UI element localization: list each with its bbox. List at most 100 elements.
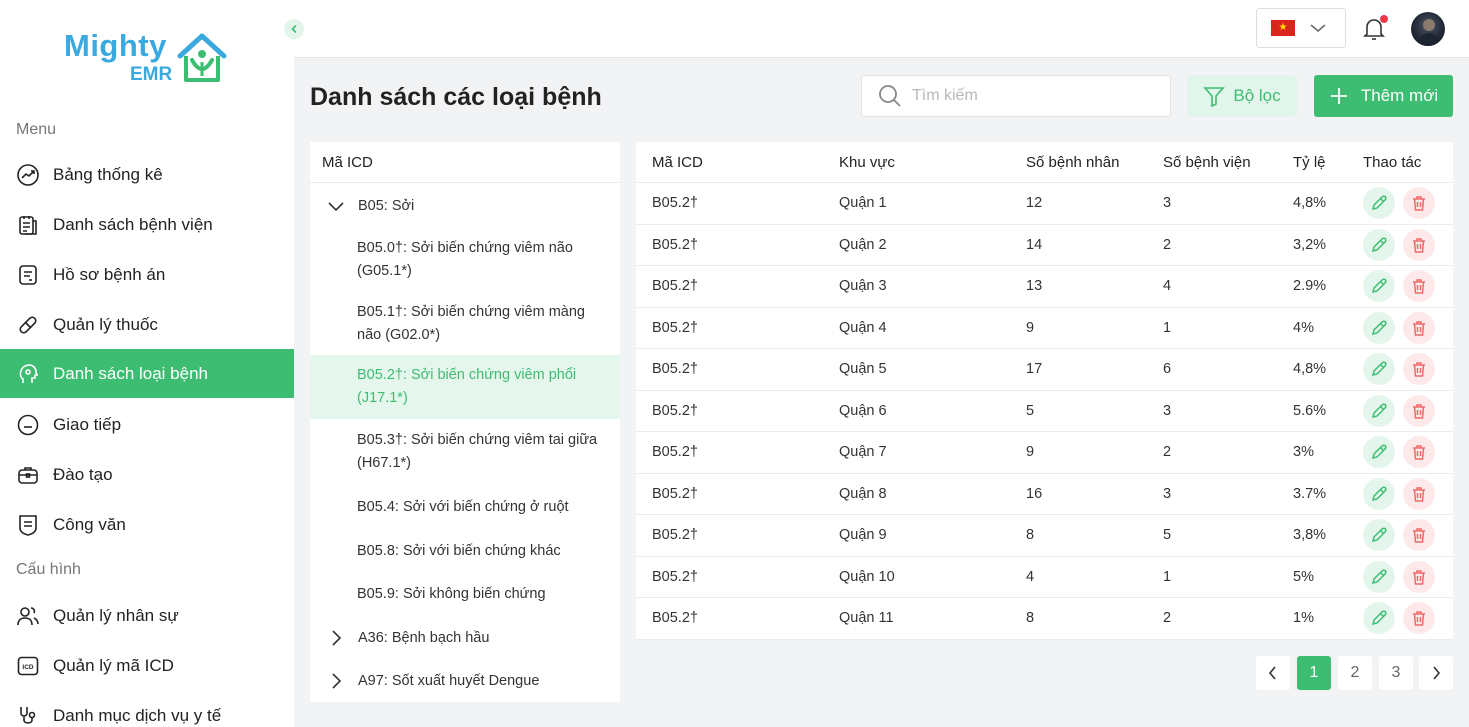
tree-node-b05-2[interactable]: B05.2†: Sởi biến chứng viêm phổi (J17.1*… (310, 355, 620, 419)
edit-button[interactable] (1363, 602, 1395, 635)
column-header[interactable]: Số bệnh nhân (1026, 153, 1120, 171)
chevron-down-icon[interactable] (326, 200, 346, 212)
edit-pencil-icon (1371, 486, 1387, 501)
user-avatar-icon[interactable] (1411, 12, 1445, 46)
page-button-2[interactable]: 2 (1338, 656, 1372, 690)
tree-node-a97[interactable]: A97: Sốt xuất huyết Dengue (310, 659, 620, 703)
edit-button[interactable] (1363, 270, 1395, 303)
delete-button[interactable] (1403, 560, 1435, 593)
edit-button[interactable] (1363, 187, 1395, 220)
tree-node-a36[interactable]: A36: Bệnh bạch hầu (310, 616, 620, 660)
prev-page-button[interactable] (1256, 656, 1290, 690)
edit-pencil-icon (1371, 610, 1387, 626)
nav-item-training[interactable]: Đào tạo (0, 451, 294, 499)
patient-count-cell: 14 (1026, 236, 1043, 253)
config-section-label: Cấu hình (16, 561, 81, 578)
delete-button[interactable] (1403, 477, 1435, 510)
nav-item-staff[interactable]: Quản lý nhân sự (0, 592, 294, 640)
nav-item-medical-services[interactable]: Danh mục dịch vụ y tế (0, 692, 294, 727)
column-header[interactable]: Mã ICD (652, 153, 703, 171)
rate-cell: 4% (1293, 319, 1314, 336)
nav-item-label: Bảng thống kê (53, 165, 163, 184)
row-actions (1363, 515, 1435, 556)
edit-button[interactable] (1363, 560, 1395, 593)
nav-item-label: Quản lý thuốc (53, 315, 158, 334)
edit-button[interactable] (1363, 394, 1395, 427)
next-page-button[interactable] (1419, 656, 1453, 690)
tree-node-b05-4[interactable]: B05.4: Sởi với biến chứng ở ruột (310, 485, 620, 529)
nav-item-label: Giao tiếp (53, 415, 122, 434)
tree-node-label: B05.3†: Sởi biến chứng viêm tai giữa (H6… (357, 432, 598, 471)
search-input[interactable] (912, 87, 1142, 105)
edit-button[interactable] (1363, 436, 1395, 469)
search-box[interactable] (861, 75, 1171, 117)
filter-button[interactable]: Bộ lọc (1187, 75, 1297, 117)
nav-item-communication[interactable]: Giao tiếp (0, 401, 294, 449)
row-actions (1363, 557, 1435, 598)
page-title: Danh sách các loại bệnh (310, 83, 602, 111)
patient-count-cell: 17 (1026, 361, 1043, 378)
patient-count-cell: 8 (1026, 527, 1035, 544)
search-icon (879, 85, 901, 107)
collapse-sidebar-button[interactable] (284, 19, 304, 39)
add-new-button[interactable]: Thêm mới (1314, 75, 1453, 117)
edit-button[interactable] (1363, 477, 1395, 510)
page-button-1[interactable]: 1 (1297, 656, 1331, 690)
edit-button[interactable] (1363, 353, 1395, 386)
nav-item-dashboard[interactable]: Bảng thống kê (0, 151, 294, 199)
delete-trash-icon (1413, 528, 1425, 543)
table-row: B05.2† Quận 5 17 6 4,8% (636, 349, 1453, 391)
row-actions (1363, 266, 1435, 307)
hospital-count-cell: 5 (1163, 527, 1172, 544)
tree-node-label: B05.4: Sởi với biến chứng ở ruột (357, 498, 569, 515)
vietnam-flag-icon: ★ (1271, 20, 1295, 36)
tree-node-b05-8[interactable]: B05.8: Sởi với biến chứng khác (310, 529, 620, 573)
tree-node-label: B05.0†: Sởi biến chứng viêm não (G05.1*) (357, 240, 573, 279)
chevron-right-icon[interactable] (326, 629, 346, 647)
delete-button[interactable] (1403, 519, 1435, 552)
delete-button[interactable] (1403, 353, 1435, 386)
nav-item-label: Danh mục dịch vụ y tế (53, 706, 222, 725)
tree-node-b05-0[interactable]: B05.0†: Sởi biến chứng viêm não (G05.1*) (310, 228, 620, 292)
icd-code-cell: B05.2† (652, 444, 698, 461)
column-header[interactable]: Tỷ lệ (1293, 153, 1326, 171)
delete-button[interactable] (1403, 602, 1435, 635)
icd-code-cell: B05.2† (652, 236, 698, 253)
edit-button[interactable] (1363, 519, 1395, 552)
icd-code-cell: B05.2† (652, 278, 698, 295)
tree-node-b05-9[interactable]: B05.9: Sởi không biến chứng (310, 572, 620, 616)
nav-item-medical-records[interactable]: Hồ sơ bệnh án (0, 251, 294, 299)
page-button-3[interactable]: 3 (1379, 656, 1413, 690)
icd-code-cell: B05.2† (652, 610, 698, 627)
nav-item-hospital-list[interactable]: Danh sách bệnh viện (0, 201, 294, 249)
column-header[interactable]: Khu vực (839, 153, 895, 171)
icd-code-cell: B05.2† (652, 361, 698, 378)
tree-node-b05-1[interactable]: B05.1†: Sởi biến chứng viêm màng não (G0… (310, 292, 620, 356)
chevron-right-icon[interactable] (326, 672, 346, 690)
delete-button[interactable] (1403, 270, 1435, 303)
nav-item-disease-list[interactable]: Danh sách loại bệnh (0, 349, 294, 398)
tree-node-b05[interactable]: B05: Sởi (310, 184, 620, 228)
logo[interactable]: Mighty EMR (64, 28, 234, 92)
delete-button[interactable] (1403, 436, 1435, 469)
district-cell: Quận 2 (839, 236, 887, 253)
bell-icon[interactable] (1362, 16, 1386, 42)
rate-cell: 1% (1293, 610, 1314, 627)
column-header[interactable]: Số bệnh viện (1163, 153, 1251, 171)
nav-item-label: Quản lý nhân sự (53, 606, 179, 625)
users-icon (16, 604, 40, 628)
language-select[interactable]: ★ (1256, 8, 1346, 48)
delete-button[interactable] (1403, 311, 1435, 344)
nav-item-icd[interactable]: ICD Quản lý mã ICD (0, 642, 294, 690)
icd-code-cell: B05.2† (652, 527, 698, 544)
delete-button[interactable] (1403, 187, 1435, 220)
delete-button[interactable] (1403, 394, 1435, 427)
nav-item-documents[interactable]: Công văn (0, 501, 294, 549)
tree-node-b05-3[interactable]: B05.3†: Sởi biến chứng viêm tai giữa (H6… (310, 420, 620, 484)
nav-item-medicine[interactable]: Quản lý thuốc (0, 301, 294, 349)
tree-node-label: B05.1†: Sởi biến chứng viêm màng não (G0… (357, 304, 585, 343)
table-row: B05.2† Quận 7 9 2 3% (636, 432, 1453, 474)
edit-button[interactable] (1363, 228, 1395, 261)
delete-button[interactable] (1403, 228, 1435, 261)
edit-button[interactable] (1363, 311, 1395, 344)
